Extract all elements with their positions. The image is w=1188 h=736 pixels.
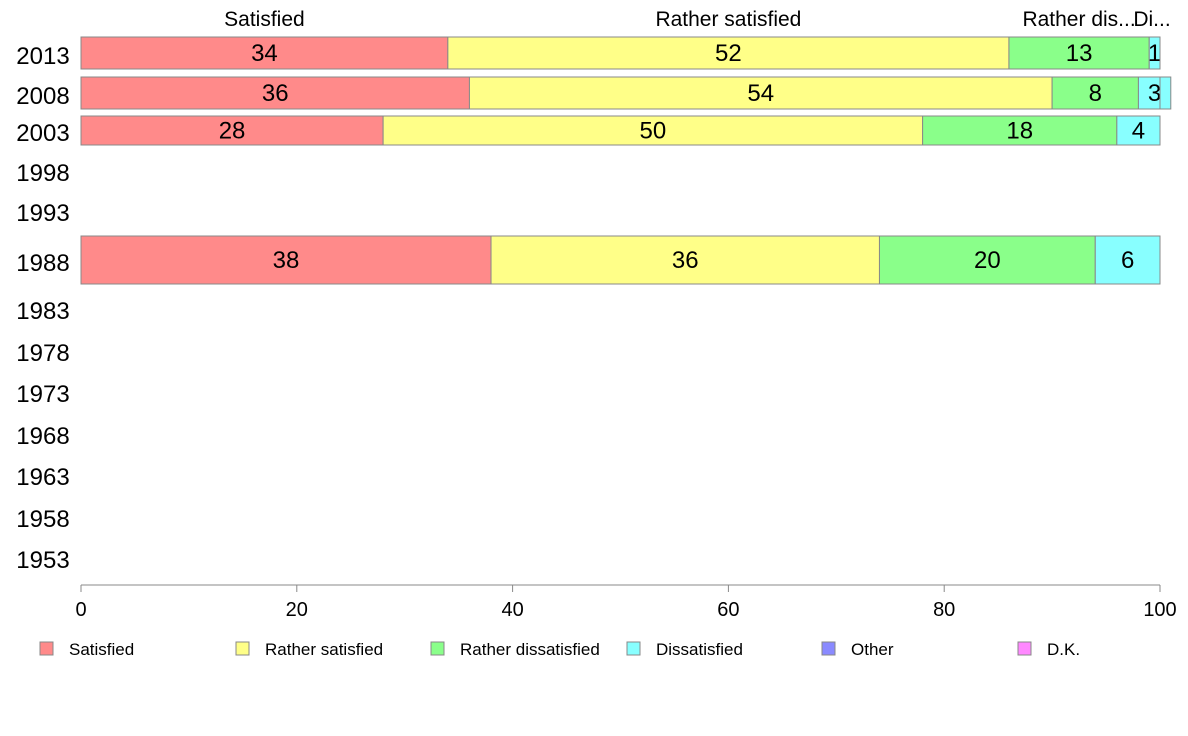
- legend: Satisfied Rather satisfied Rather dissatis…: [39, 640, 1080, 659]
- year-label: 2013: [16, 43, 69, 70]
- data-label: 34: [251, 40, 278, 67]
- year-label: 1983: [16, 298, 69, 325]
- year-label: 1978: [16, 340, 69, 367]
- data-label: 28: [219, 118, 246, 145]
- year-label: 1993: [16, 200, 69, 227]
- x-tick-label: 40: [501, 599, 523, 621]
- legend-label: Satisfied: [69, 640, 134, 659]
- data-label: 38: [273, 247, 300, 274]
- legend-label: D.K.: [1047, 640, 1080, 659]
- data-label: 36: [672, 247, 699, 274]
- column-header: Rather dis...: [1022, 8, 1135, 31]
- column-headers: Satisfied Rather satisfied Rather dis...Di…: [224, 8, 1171, 31]
- legend-swatch: [626, 641, 641, 656]
- column-header: Satisfied: [224, 8, 305, 31]
- x-tick-label: 60: [717, 599, 739, 621]
- x-tick-label: 100: [1143, 599, 1176, 621]
- year-label: 1953: [16, 547, 69, 574]
- year-labels: 2013 2008 2003 1998 1993 1988 1983 1978 1973 1968…: [16, 43, 69, 574]
- bar-segment: [80, 235, 492, 285]
- legend-swatch: [430, 641, 445, 656]
- x-tick-label: 0: [75, 599, 86, 621]
- data-label: 6: [1121, 247, 1134, 274]
- x-axis: 0 20 40 60 80 100: [75, 584, 1177, 621]
- bar-segment: [1116, 115, 1161, 146]
- legend-swatch: [1017, 641, 1032, 656]
- data-label: 54: [747, 80, 774, 107]
- legend-label: Dissatisfied: [656, 640, 743, 659]
- data-label: 52: [715, 40, 742, 67]
- legend-label: Rather dissatisfied: [460, 640, 600, 659]
- year-label: 1988: [16, 250, 69, 277]
- data-label: 3: [1148, 80, 1161, 107]
- bar-segment: [1137, 76, 1172, 110]
- data-label: 1: [1148, 40, 1161, 67]
- year-label: 1998: [16, 160, 69, 187]
- bar-outline: [80, 235, 1161, 285]
- legend-swatch: [821, 641, 836, 656]
- bar-outline: [80, 115, 1161, 146]
- year-label: 2003: [16, 120, 69, 147]
- data-label: 18: [1006, 118, 1033, 145]
- data-label: 8: [1089, 80, 1102, 107]
- data-label: 20: [974, 247, 1001, 274]
- data-label: 50: [640, 118, 667, 145]
- bars: 34 52 13 1 36 54 8 3 28 50 18 4 38 36 20 6: [80, 36, 1172, 285]
- year-label: 1973: [16, 381, 69, 408]
- bar-segment: [80, 36, 449, 70]
- year-label: 1968: [16, 423, 69, 450]
- bar-segment: [490, 235, 880, 285]
- column-header: Rather satisfied: [655, 8, 801, 31]
- x-tick-label: 80: [933, 599, 955, 621]
- legend-label: Rather satisfied: [265, 640, 383, 659]
- bar-segment: [382, 115, 924, 146]
- bar-segment: [447, 36, 1010, 70]
- year-label: 1958: [16, 506, 69, 533]
- data-label: 13: [1066, 40, 1093, 67]
- bar-outline: [80, 76, 1161, 110]
- x-tick-label: 20: [286, 599, 308, 621]
- year-label: 2008: [16, 83, 69, 110]
- bar-segment: [878, 235, 1096, 285]
- column-header: Di...: [1133, 8, 1170, 31]
- bar-outline: [80, 36, 1161, 70]
- data-label: 4: [1132, 118, 1145, 145]
- legend-swatch: [39, 641, 54, 656]
- legend-swatch: [235, 641, 250, 656]
- year-label: 1963: [16, 464, 69, 491]
- legend-label: Other: [851, 640, 894, 659]
- data-label: 36: [262, 80, 289, 107]
